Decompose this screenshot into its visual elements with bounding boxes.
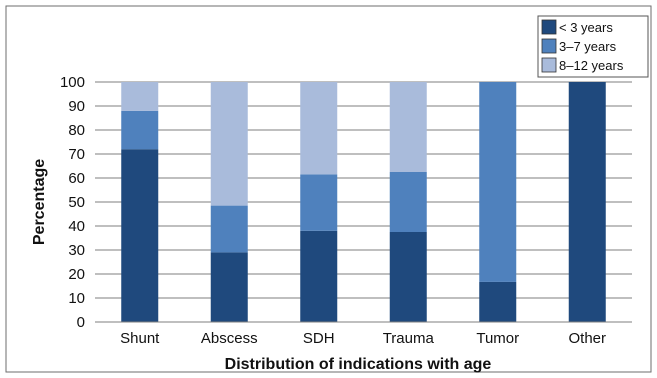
x-tick-label: Tumor (476, 330, 519, 347)
x-tick-label: Trauma (383, 330, 435, 347)
legend-swatch (541, 19, 557, 35)
y-tick-label: 50 (68, 194, 85, 211)
y-tick-label: 60 (68, 170, 85, 187)
grid-lines (95, 81, 632, 299)
bar-segment (300, 230, 338, 322)
x-axis-title: Distribution of indications with age (225, 356, 492, 373)
legend-swatch (541, 57, 557, 73)
y-tick-label: 40 (68, 218, 85, 235)
bar-segment (210, 82, 248, 206)
bar-segment (479, 281, 517, 322)
bar-segment (121, 149, 159, 322)
y-tick-label: 80 (68, 122, 85, 139)
bar-segment (121, 110, 159, 150)
x-tick-labels: Shunt Abscess SDH Trauma Tumor Other (120, 330, 606, 347)
bar-segment (300, 174, 338, 231)
x-tick-label: Abscess (201, 330, 258, 347)
y-tick-label: 90 (68, 98, 85, 115)
y-tick-label: 100 (60, 74, 85, 91)
bar-segment (210, 205, 248, 253)
y-tick-label: 0 (77, 314, 85, 331)
y-axis-title: Percentage (31, 159, 48, 245)
x-tick-label: Other (568, 330, 606, 347)
y-tick-label: 10 (68, 290, 85, 307)
x-tick-label: Shunt (120, 330, 160, 347)
legend-swatch (541, 38, 557, 54)
legend-label: 3–7 years (559, 39, 617, 54)
y-tick-label: 30 (68, 242, 85, 259)
y-tick-label: 20 (68, 266, 85, 283)
y-tick-labels: 0 10 20 30 40 50 60 70 80 90 100 (60, 74, 85, 331)
bar-segment (389, 232, 427, 322)
legend-label: 8–12 years (559, 58, 624, 73)
bar-segment (300, 82, 338, 175)
bar-segment (121, 82, 159, 111)
bar-segment (479, 82, 517, 282)
bar-segment (389, 82, 427, 172)
legend-label: < 3 years (559, 20, 613, 35)
x-tick-label: SDH (303, 330, 335, 347)
bar-segment (389, 172, 427, 232)
bars (121, 82, 606, 322)
bar-segment (210, 252, 248, 322)
y-tick-label: 70 (68, 146, 85, 163)
legend: < 3 years 3–7 years 8–12 years (537, 15, 649, 78)
bar-segment (568, 82, 606, 322)
